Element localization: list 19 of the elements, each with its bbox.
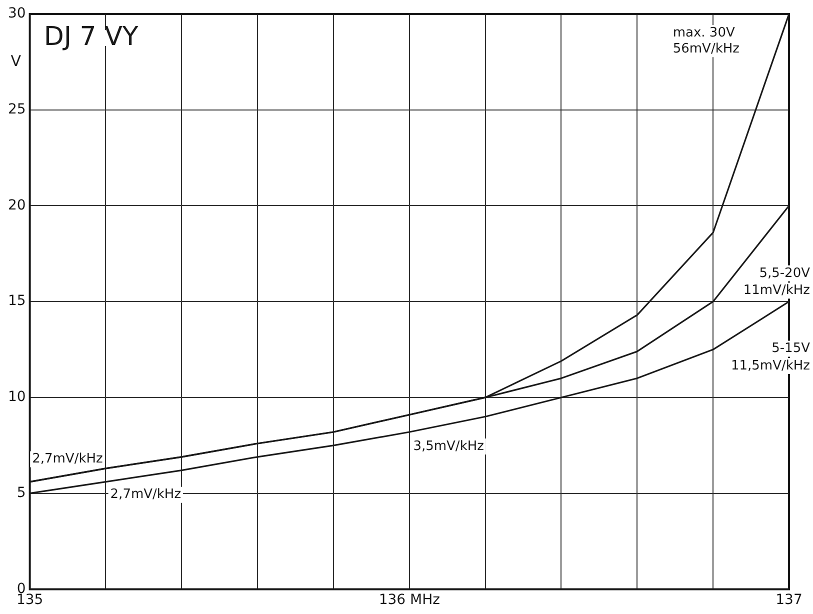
annotation: 5-15V — [772, 341, 810, 356]
y-tick-label: 30 — [8, 6, 26, 22]
y-axis-title: V — [10, 52, 22, 70]
annotation: 11,5mV/kHz — [730, 358, 810, 374]
x-tick-label: 136 MHz — [378, 592, 440, 608]
y-tick-label: 20 — [8, 197, 26, 214]
annotation: 56mV/kHz — [672, 41, 740, 56]
y-tick-label: 15 — [8, 293, 26, 310]
y-tick-label: 10 — [8, 389, 26, 406]
chart-title: DJ 7 VY — [44, 22, 138, 52]
annotation: 2,7mV/kHz — [32, 452, 104, 467]
annotation: 3,5mV/kHz — [413, 438, 484, 454]
y-tick-label: 25 — [8, 102, 26, 118]
x-tick-label: 137 — [776, 592, 802, 608]
annotation: 2,7mV/kHz — [110, 487, 182, 502]
annotation: 11mV/kHz — [743, 283, 810, 298]
y-tick-label: 5 — [16, 484, 26, 501]
annotation: 5,5-20V — [759, 266, 810, 281]
annotation: max. 30V — [672, 25, 735, 40]
